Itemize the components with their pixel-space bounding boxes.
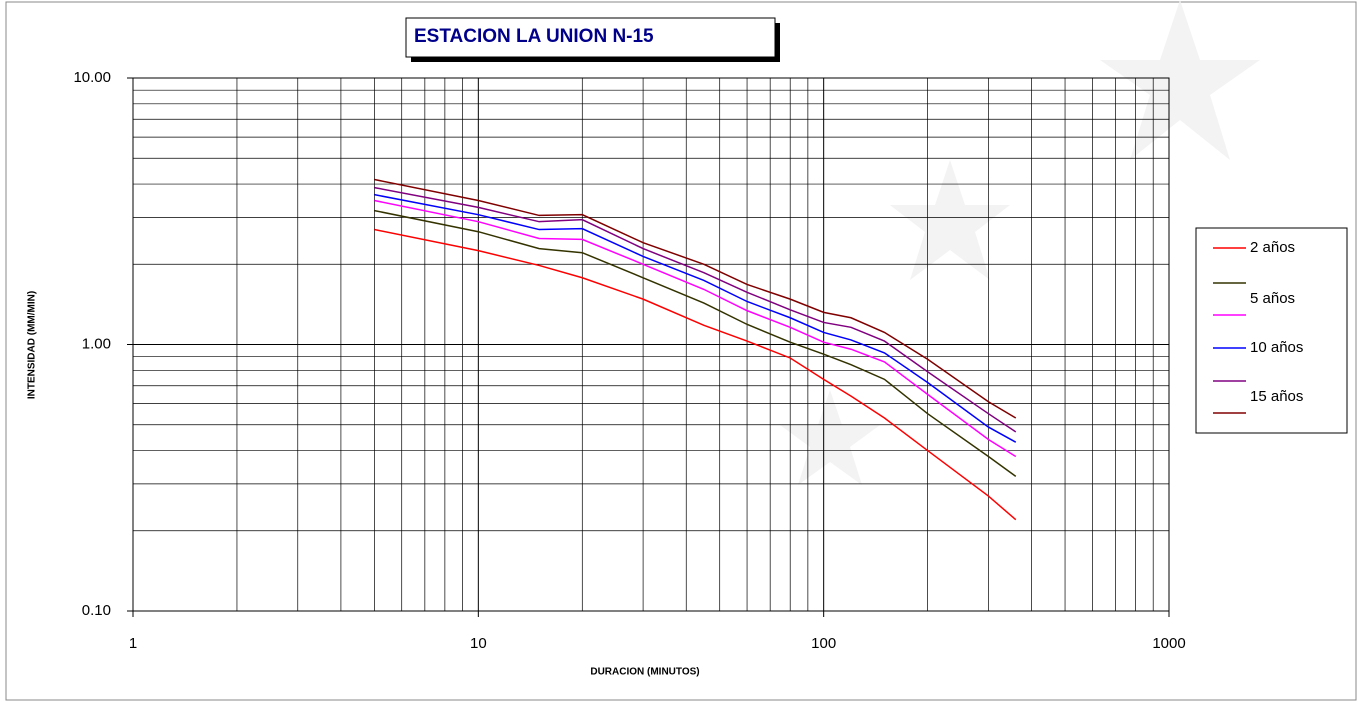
legend-box [1195, 227, 1348, 434]
x-tick-label: 10 [470, 635, 487, 652]
chart-border [5, 1, 1357, 701]
x-axis-label: DURACION (MINUTOS) [590, 667, 699, 678]
legend-label: 10 años [1250, 339, 1303, 356]
series-line [374, 209, 1017, 477]
series-line [374, 186, 1017, 433]
y-tick-label: 0.10 [82, 602, 111, 619]
y-tick-label: 1.00 [82, 335, 111, 352]
x-tick-label: 1 [129, 635, 137, 652]
y-axis-label: INTENSIDAD (MM/MIN) [27, 291, 38, 399]
watermark [780, 0, 1260, 485]
title-box [405, 17, 776, 58]
series-line [374, 199, 1017, 458]
x-tick-label: 100 [811, 635, 836, 652]
series-line [374, 178, 1017, 419]
legend-label: 2 años [1250, 239, 1295, 256]
legend-label: 15 años [1250, 388, 1303, 405]
y-tick-label: 10.00 [73, 69, 111, 86]
legend-label: 5 años [1250, 290, 1295, 307]
x-tick-label: 1000 [1152, 635, 1185, 652]
series-line [374, 228, 1017, 521]
chart-title: ESTACION LA UNION N-15 [414, 26, 654, 47]
series-line [374, 193, 1017, 443]
